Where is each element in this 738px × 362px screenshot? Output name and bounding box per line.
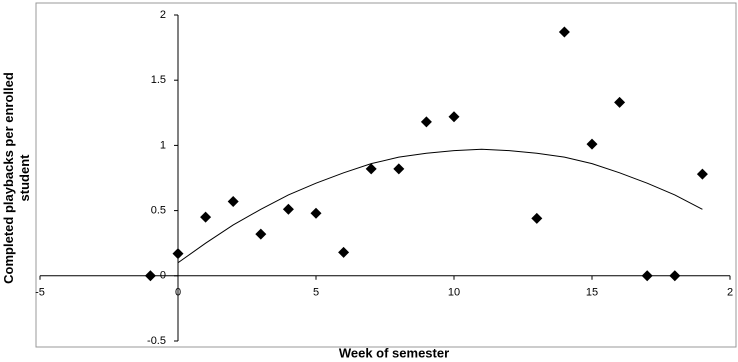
point <box>558 26 570 38</box>
y-tick-label: -0.5 <box>147 335 166 347</box>
point <box>641 270 653 282</box>
x-tick-label: 0 <box>175 287 181 299</box>
trendline <box>177 148 703 264</box>
x-tick-label: 2 <box>727 287 733 299</box>
point <box>200 211 212 223</box>
point <box>282 203 294 215</box>
point <box>338 246 350 258</box>
point <box>696 168 708 180</box>
x-tick-label: 5 <box>313 287 319 299</box>
y-tick-label: 1 <box>160 139 166 151</box>
point <box>365 163 377 175</box>
point <box>144 270 156 282</box>
point <box>586 138 598 150</box>
y-tick-label: 0.5 <box>151 205 166 217</box>
point <box>531 212 543 224</box>
point <box>614 96 626 108</box>
plot-frame <box>35 2 737 348</box>
x-axis-title: Week of semester <box>339 345 449 360</box>
x-tick-label: -5 <box>35 287 45 299</box>
point <box>420 116 432 128</box>
y-axis-title: Completed playbacks per enrolledstudent <box>1 72 32 284</box>
point <box>172 248 184 260</box>
x-tick-label: 10 <box>448 287 460 299</box>
point <box>227 195 239 207</box>
point <box>393 163 405 175</box>
point <box>310 207 322 219</box>
point <box>669 270 681 282</box>
y-tick-label: 0 <box>160 270 166 282</box>
y-tick-label: 2 <box>160 9 166 21</box>
y-tick-label: 1.5 <box>151 74 166 86</box>
point <box>448 111 460 123</box>
point <box>255 228 267 240</box>
x-tick-label: 15 <box>586 287 598 299</box>
